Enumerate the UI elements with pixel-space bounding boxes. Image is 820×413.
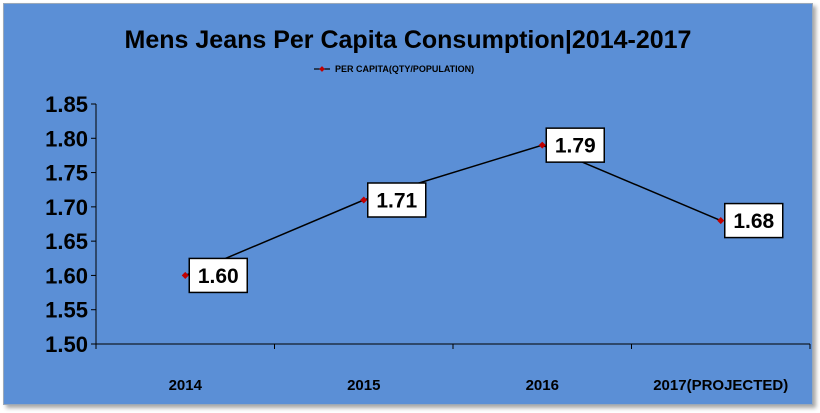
y-tick-label: 1.50 [45,332,88,357]
data-label: 1.60 [188,257,248,294]
data-labels: 1.60 1.71 1.79 1.68 [188,127,784,294]
data-label: 1.79 [545,127,605,163]
y-tick-label: 1.80 [45,126,88,151]
data-label-box [188,257,248,294]
data-label-text: 1.79 [555,135,596,158]
data-label-box [724,202,784,239]
y-tick-label: 1.65 [45,229,88,254]
data-label-text: 1.68 [733,210,774,233]
data-label-box [367,182,427,218]
data-label: 1.71 [367,182,427,218]
chart-title: Mens Jeans Per Capita Consumption|2014-2… [125,26,692,54]
y-tick-label: 1.70 [45,195,88,220]
legend-label: PER CAPITA(QTY/POPULATION) [335,64,474,74]
data-point-marker [360,196,368,204]
x-axis: 2014 2015 2016 2017(PROJECTED) [95,343,811,394]
data-point-marker [538,141,546,149]
chart-frame: Mens Jeans Per Capita Consumption|2014-2… [3,3,813,405]
legend-marker-swatch [319,66,325,72]
y-tick-label: 1.60 [45,263,88,288]
y-tick-label: 1.75 [45,161,88,186]
data-label-box [545,127,605,163]
data-point-marker [181,271,189,279]
x-tick-label: 2016 [526,377,559,394]
x-tick-label: 2017(PROJECTED) [653,377,788,394]
data-label-text: 1.71 [376,190,417,213]
data-label-text: 1.60 [198,265,239,288]
legend: PER CAPITA(QTY/POPULATION) [314,64,474,74]
data-point-marker [717,217,725,225]
y-tick-label: 1.85 [45,92,88,117]
series-per-capita [181,141,725,279]
data-label: 1.68 [724,202,784,239]
y-axis: 1.50 1.55 1.60 1.65 1.70 1.75 1.80 1.85 [45,92,97,357]
x-tick-label: 2014 [169,377,203,394]
series-line [184,144,722,277]
x-tick-label: 2015 [347,377,380,394]
line-chart: Mens Jeans Per Capita Consumption|2014-2… [45,26,811,394]
y-tick-label: 1.55 [45,298,88,323]
